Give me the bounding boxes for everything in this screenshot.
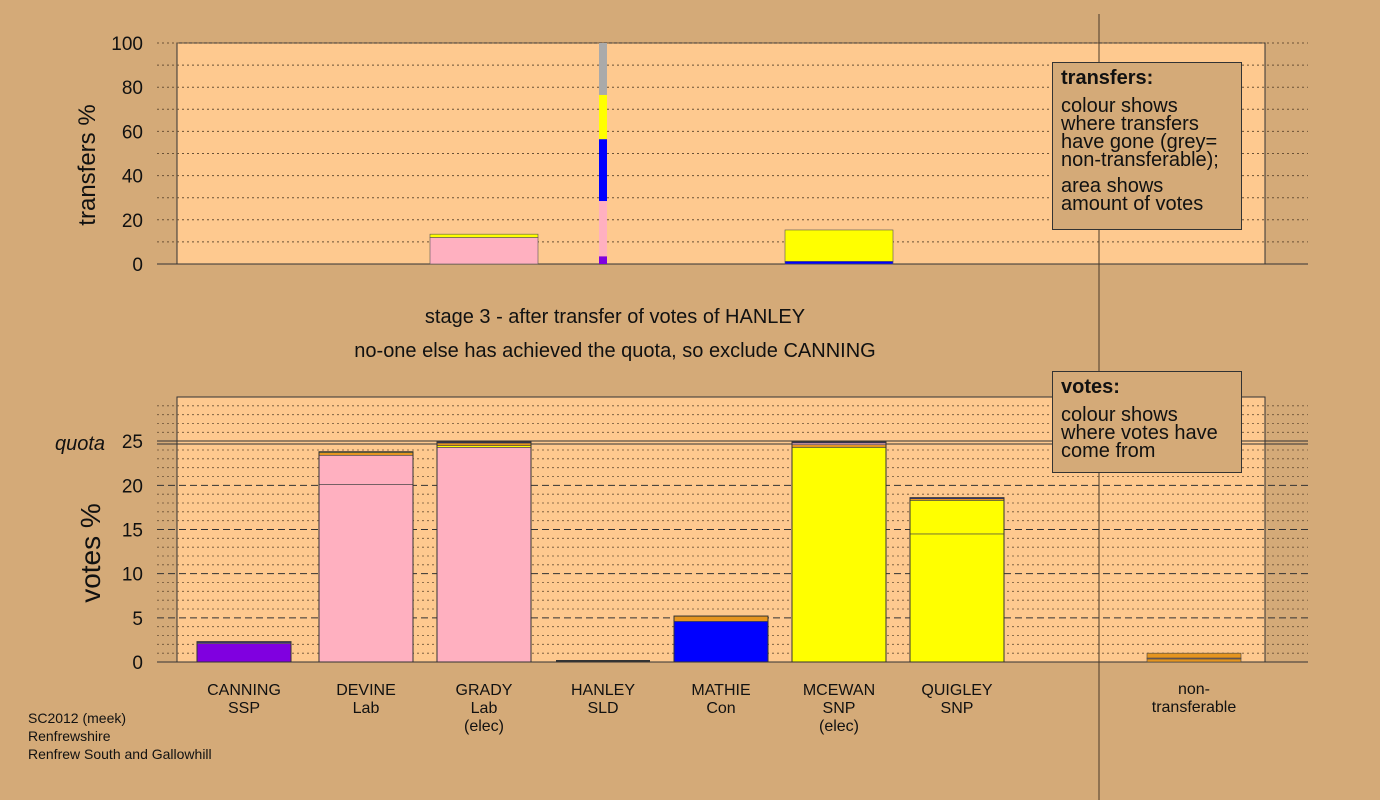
transfers-tick-label: 20 [122,211,143,232]
candidate-label-grady: GRADY Lab (elec) [424,682,544,736]
candidate-name: QUIGLEY [921,682,993,699]
footer-line-3: Renfrew South and Gallowhill [28,746,212,762]
vote-bar-mcewan [791,441,887,663]
transfers-axis-label: transfers % [74,104,101,225]
candidate-party: Lab [352,700,380,717]
candidate-party: Lab [470,700,498,717]
vote-segment-devine [318,454,414,485]
quota-label: quota [55,433,105,455]
votes-tick-label: 0 [132,653,143,674]
nontransferable-label-2: transferable [1151,699,1237,716]
vote-bar-quigley [909,497,1005,663]
candidate-note: (elec) [463,718,504,735]
vote-bar-devine [318,451,414,663]
candidate-label-quigley: QUIGLEY SNP [897,682,1017,718]
vote-segment-quigley [909,500,1005,535]
nontransferable-label-1: non- [1177,681,1211,698]
transfers-tick-label: 100 [111,34,143,55]
legend-transfers-title: transfers: [1061,67,1154,89]
candidate-party: Con [706,700,736,717]
transfers-tick-label: 0 [132,255,143,276]
footer-line-1: SC2012 (meek) [28,710,127,726]
votes-tick-label: 20 [122,476,143,497]
candidate-name: CANNING [207,682,281,699]
candidate-name: MATHIE [691,682,751,699]
votes-tick-label: 15 [122,521,143,542]
votes-tick-label: 25 [122,432,143,453]
transfer-bar-grady [429,233,539,238]
transfer-bar-mcewan [784,261,894,265]
transfer-bar-mcewan [784,229,894,262]
vote-segment-mcewan [791,444,887,448]
nontransferable-segment [1146,652,1242,659]
stage-line-2: no-one else has achieved the quota, so e… [354,340,876,362]
candidate-label-nontransferable: non-transferable [1134,681,1254,717]
nontransferable-segment [1146,658,1242,663]
hanley-transfer-segment [599,94,607,140]
candidate-note: (elec) [818,718,859,735]
candidate-label-devine: DEVINE Lab [306,682,426,718]
candidate-label-hanley: HANLEY SLD [543,682,663,718]
candidate-party: SNP [940,700,974,717]
candidate-name: MCEWAN [802,682,876,699]
hanley-transfer-segment [599,201,607,257]
candidate-name: GRADY [455,682,513,699]
hanley-transfer-segment [599,139,607,202]
vote-segment-grady [436,442,532,446]
vote-segment-grady [436,447,532,663]
candidate-label-mathie: MATHIE Con [661,682,781,718]
candidate-name: DEVINE [336,682,396,699]
candidate-party: SNP [822,700,856,717]
candidate-label-mcewan: MCEWAN SNP (elec) [779,682,899,736]
vote-bar-mathie [673,615,769,663]
legend-transfers-text-2: area shows amount of votes [1061,175,1204,215]
footer: SC2012 (meek) Renfrewshire Renfrew South… [28,709,212,763]
candidate-name: HANLEY [570,682,636,699]
votes-tick-label: 5 [132,609,143,630]
vote-segment-canning [196,643,292,663]
legend-votes-title: votes: [1061,376,1120,398]
vote-segment-quigley [909,533,1005,663]
votes-tick-label: 10 [122,565,143,586]
candidate-label-canning: CANNING SSP [184,682,304,718]
legend-votes-text-1: colour shows where votes have come from [1061,404,1218,462]
transfer-bar-grady [429,237,539,265]
transfers-tick-label: 40 [122,167,143,188]
hanley-transfer-segment [599,43,607,95]
votes-axis-label: votes % [75,503,106,603]
vote-bar-grady [436,441,532,663]
vote-segment-mcewan [791,447,887,663]
legend-votes: votes: colour shows where votes have com… [1052,371,1242,473]
transfers-tick-label: 60 [122,122,143,143]
vote-segment-devine [318,484,414,663]
candidate-party: SLD [587,700,619,717]
legend-transfers: transfers: colour shows where transfers … [1052,62,1242,230]
transfers-tick-label: 80 [122,78,143,99]
legend-transfers-text-1: colour shows where transfers have gone (… [1061,95,1219,171]
candidate-party: SSP [227,700,260,717]
vote-bar-canning [196,641,292,663]
vote-segment-mathie [673,621,769,663]
vote-segment-mathie [673,615,769,622]
vote-segment-devine [318,452,414,456]
hanley-transfer-segment [599,256,607,264]
footer-line-2: Renfrewshire [28,728,111,744]
stage-line-1: stage 3 - after transfer of votes of HAN… [424,306,806,328]
